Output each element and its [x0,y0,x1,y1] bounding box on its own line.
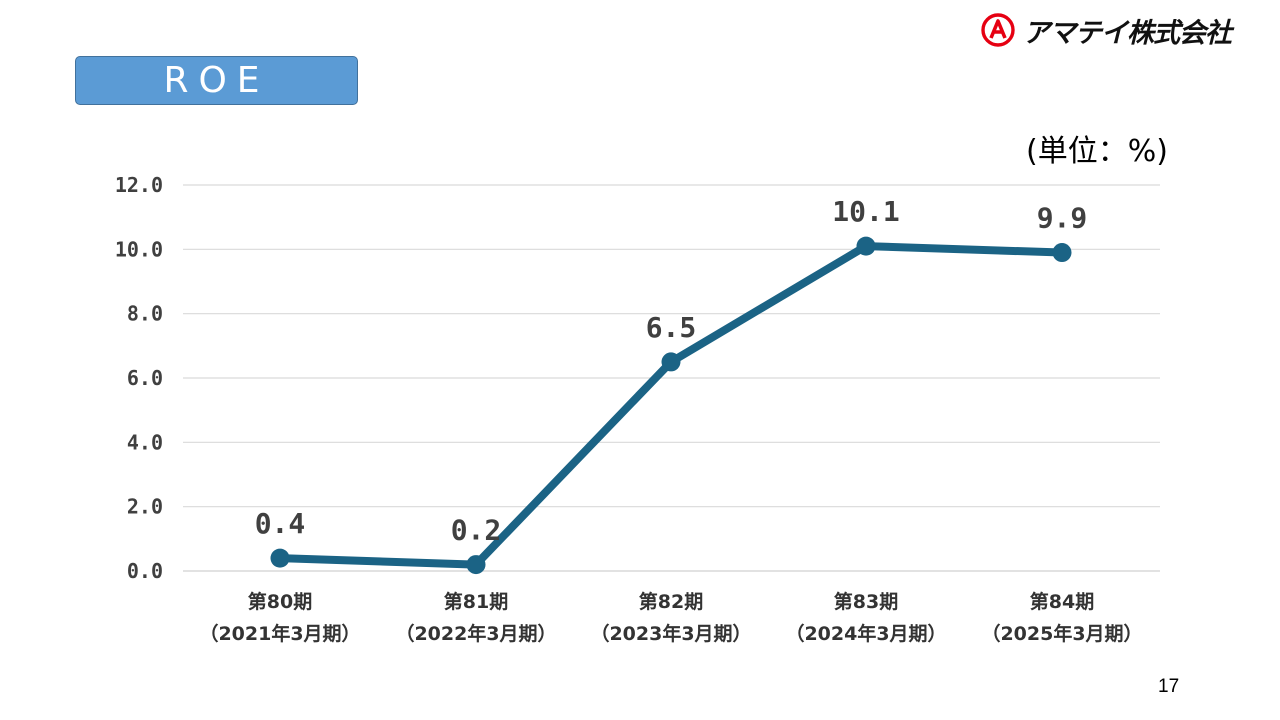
data-point-marker [1052,243,1072,263]
data-point-marker [856,236,876,256]
y-tick-label: 4.0 [127,430,163,454]
unit-label: (単位：%) [1026,134,1168,169]
data-value-label: 9.9 [1037,202,1088,235]
x-category-sublabel: （2023年3月期） [590,622,751,645]
x-category-label: 第82期 [639,590,703,613]
company-logo: アマテイ株式会社 [981,10,1232,50]
page-number: 17 [1158,676,1180,697]
y-tick-label: 8.0 [127,302,163,326]
data-point-marker [466,555,486,575]
company-logo-mark-icon [981,13,1015,47]
y-tick-label: 10.0 [115,237,163,261]
y-axis-tick-labels: 0.0 2.0 4.0 6.0 8.0 10.0 12.0 [115,173,163,583]
roe-series-markers [270,236,1072,575]
x-category-label: 第83期 [834,590,898,613]
data-value-label: 0.2 [451,514,502,547]
company-logo-text: アマテイ株式会社 [1023,17,1232,49]
roe-data-labels: 0.4 0.2 6.5 10.1 9.9 [255,195,1088,546]
data-value-label: 10.1 [832,195,899,228]
y-tick-label: 12.0 [115,173,163,197]
y-tick-label: 0.0 [127,559,163,583]
data-value-label: 6.5 [646,311,697,344]
x-category-sublabel: （2021年3月期） [199,622,360,645]
data-value-label: 0.4 [255,507,306,540]
y-tick-label: 2.0 [127,495,163,519]
x-axis-category-labels: 第80期 （2021年3月期） 第81期 （2022年3月期） 第82期 （2023年3月… [199,590,1142,645]
slide-title: ROE [75,56,358,105]
x-category-sublabel: （2024年3月期） [785,622,946,645]
series-line [276,242,1066,569]
data-point-marker [661,352,681,372]
y-tick-label: 6.0 [127,366,163,390]
x-category-label: 第84期 [1030,590,1094,613]
roe-series-line [276,242,1066,569]
x-category-label: 第80期 [248,590,312,613]
data-point-marker [270,548,290,568]
x-category-sublabel: （2022年3月期） [395,622,556,645]
x-category-sublabel: （2025年3月期） [981,622,1142,645]
x-category-label: 第81期 [444,590,508,613]
chart-gridlines [183,184,1160,572]
